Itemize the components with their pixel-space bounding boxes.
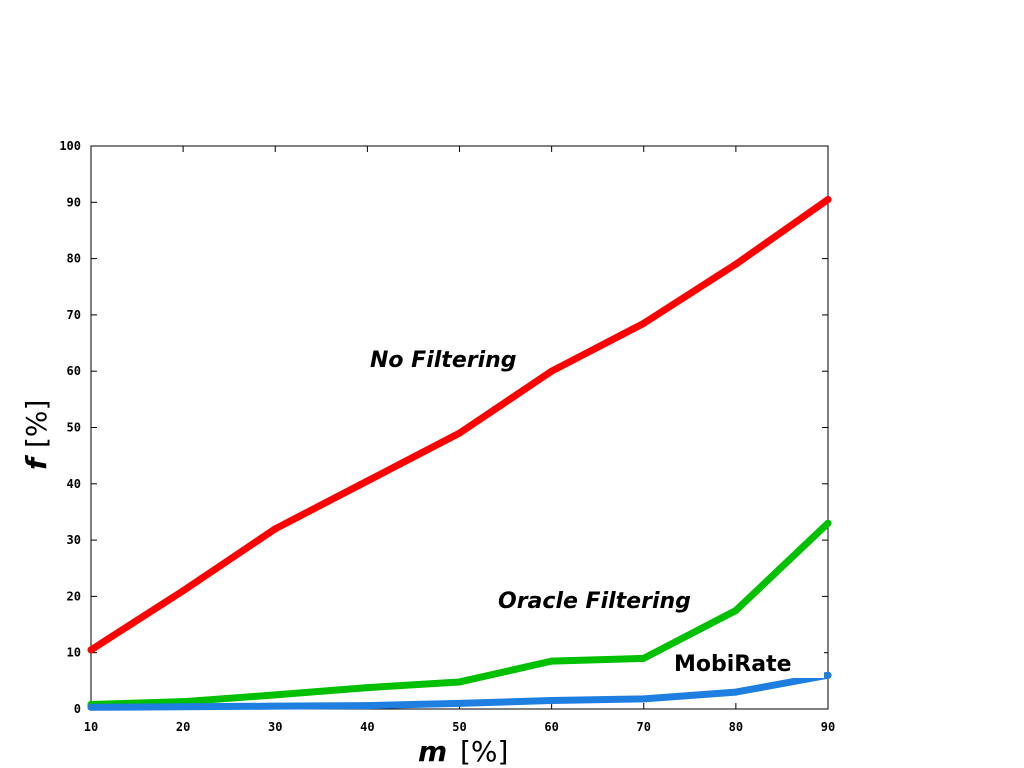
x-axis: 10 20 30 40 50 60 70 80 90 [84,146,835,734]
data-point-no-filtering [640,319,648,327]
y-tick-label: 0 [74,702,81,716]
y-axis-label: f [%] [20,400,53,470]
data-point-oracle-filtering [456,678,463,686]
data-point-mobirate [548,697,556,705]
y-tick-label: 20 [67,589,81,603]
data-point-oracle-filtering [548,657,556,665]
data-point-mobirate [640,695,648,703]
plot-area-frame [90,145,829,710]
x-tick-label: 40 [360,720,374,734]
data-point-mobirate [87,703,95,711]
y-tick-label: 30 [67,533,81,547]
x-tick-label: 90 [821,720,835,734]
data-point-no-filtering [732,260,740,268]
y-tick-label: 90 [67,195,81,209]
x-tick-label: 60 [544,720,558,734]
data-point-mobirate [824,671,832,679]
y-tick-label: 100 [59,139,81,153]
y-tick-label: 50 [67,421,81,435]
y-tick-label: 70 [67,308,81,322]
data-point-no-filtering [363,477,371,485]
y-tick-label: 40 [67,477,81,491]
data-point-oracle-filtering [824,519,832,527]
data-point-mobirate [456,699,463,707]
data-point-no-filtering [824,195,832,203]
x-tick-label: 70 [637,720,651,734]
data-point-no-filtering [87,646,95,654]
data-point-mobirate [363,702,371,710]
data-point-oracle-filtering [363,684,371,692]
data-point-no-filtering [548,367,556,375]
annotation-no-filtering: No Filtering [370,348,517,373]
data-point-oracle-filtering [732,606,740,614]
y-axis-unit: [%] [20,400,53,448]
x-tick-label: 30 [268,720,282,734]
y-tick-label: 10 [67,646,81,660]
data-point-oracle-filtering [271,691,279,699]
data-point-oracle-filtering [640,654,648,662]
y-tick-label: 80 [67,252,81,266]
y-tick-label: 60 [67,364,81,378]
y-axis: 0 10 20 30 40 50 60 70 80 90 100 [59,139,828,716]
x-axis-label: m [%] [418,735,508,768]
data-point-no-filtering [271,525,279,533]
x-tick-label: 10 [84,720,98,734]
series-line-no-filtering [87,195,832,654]
data-point-no-filtering [179,587,187,595]
x-axis-unit: [%] [460,735,508,768]
data-point-mobirate [732,688,740,696]
series-layer [87,195,832,711]
x-tick-label: 50 [452,720,466,734]
x-tick-label: 80 [729,720,743,734]
x-axis-variable: m [418,735,447,768]
annotation-mobirate: MobiRate [674,652,792,677]
data-point-no-filtering [456,429,463,437]
x-tick-label: 20 [176,720,190,734]
annotation-oracle-filtering: Oracle Filtering [498,589,691,614]
y-axis-variable: f [20,454,53,470]
data-point-mobirate [179,703,187,711]
data-point-mobirate [271,702,279,710]
annotation-mobirate-background [670,650,824,678]
